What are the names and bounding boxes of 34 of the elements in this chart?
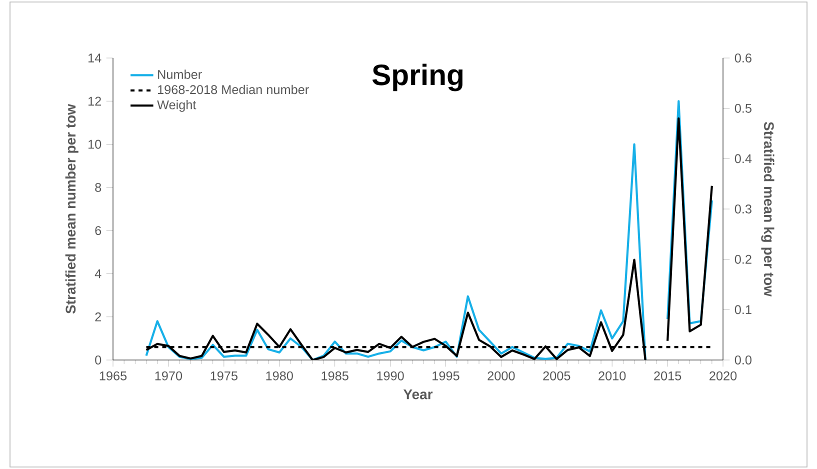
- y-tick-label: 0: [95, 356, 102, 364]
- x-tick-label: 2015: [654, 371, 682, 380]
- legend-label: Number: [158, 70, 202, 79]
- y-tick-label: 4: [94, 269, 102, 278]
- x-tick-label: 2005: [543, 371, 570, 380]
- y2-tick-label: 0.3: [734, 204, 752, 214]
- y2-tick-label: 0.4: [734, 154, 752, 164]
- y2-tick-label: 0.2: [734, 254, 752, 264]
- x-tick-label: 2020: [710, 371, 737, 380]
- y-tick-label: 10: [88, 140, 102, 149]
- chart-title: Spring: [372, 64, 462, 92]
- y-tick-label: 14: [88, 54, 102, 62]
- y-tick-label: 6: [95, 226, 102, 236]
- x-tick-label: 2000: [488, 371, 515, 380]
- y-axis-title: Stratified mean number per tow: [65, 104, 78, 314]
- y-tick-label: 8: [95, 182, 102, 192]
- x-tick-label: 1980: [266, 371, 293, 380]
- x-tick-label: 1995: [432, 371, 460, 380]
- x-tick-label: 1985: [322, 371, 348, 380]
- legend-label: Weight: [157, 100, 196, 112]
- y-tick-label: 2: [95, 312, 102, 322]
- x-tick-label: 1975: [210, 371, 238, 380]
- x-tick-label: 1990: [377, 371, 404, 380]
- y2-axis-title: Stratified mean kg per tow: [761, 122, 774, 297]
- x-tick-label: 2010: [598, 371, 626, 380]
- legend-label: 1968-2018 Median number: [158, 84, 309, 94]
- y2-tick-label: 0.6: [734, 54, 752, 62]
- x-tick-label: 1965: [100, 371, 127, 380]
- y2-tick-label: 0.5: [734, 104, 752, 113]
- x-axis-title: Year: [403, 390, 433, 400]
- y2-tick-label: 0.0: [734, 356, 752, 364]
- x-tick-label: 1970: [155, 371, 182, 380]
- y-tick-label: 12: [88, 96, 101, 106]
- y2-tick-label: 0.1: [734, 305, 752, 314]
